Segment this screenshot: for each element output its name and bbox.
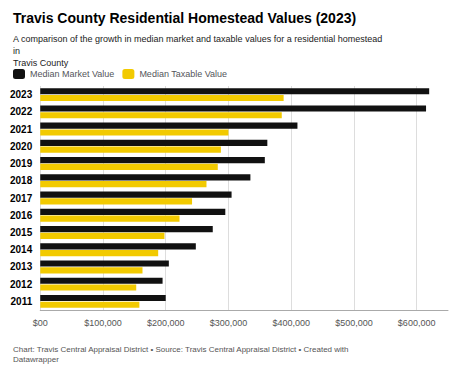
svg-text:$300,000: $300,000 — [210, 318, 248, 328]
svg-text:$600,000: $600,000 — [398, 318, 436, 328]
svg-text:Median Market Value: Median Market Value — [30, 69, 114, 79]
svg-text:2018: 2018 — [10, 175, 33, 186]
svg-text:in: in — [13, 46, 20, 56]
svg-text:Chart: Travis Central Appraisa: Chart: Travis Central Appraisal District… — [13, 345, 351, 354]
svg-text:2012: 2012 — [10, 279, 33, 290]
svg-text:$500,000: $500,000 — [335, 318, 373, 328]
svg-text:$00: $00 — [33, 318, 48, 328]
svg-text:2014: 2014 — [10, 244, 33, 255]
svg-text:Travis County Residential Home: Travis County Residential Homestead Valu… — [13, 10, 356, 26]
svg-text:2019: 2019 — [10, 158, 33, 169]
svg-text:A comparison of the growth in: A comparison of the growth in median mar… — [13, 34, 385, 44]
svg-text:$200,000: $200,000 — [147, 318, 185, 328]
svg-text:Travis County: Travis County — [13, 58, 69, 68]
svg-text:2020: 2020 — [10, 141, 33, 152]
svg-text:2023: 2023 — [10, 89, 33, 100]
svg-text:Datawrapper: Datawrapper — [13, 355, 59, 364]
svg-text:Median Taxable Value: Median Taxable Value — [139, 69, 227, 79]
svg-text:2016: 2016 — [10, 210, 33, 221]
svg-text:2015: 2015 — [10, 227, 33, 238]
svg-text:2021: 2021 — [10, 124, 33, 135]
svg-text:2011: 2011 — [11, 296, 33, 307]
svg-text:2017: 2017 — [10, 193, 33, 204]
svg-text:$100,000: $100,000 — [84, 318, 122, 328]
svg-text:2022: 2022 — [10, 106, 33, 117]
svg-text:2013: 2013 — [10, 261, 33, 272]
svg-text:$400,000: $400,000 — [272, 318, 310, 328]
